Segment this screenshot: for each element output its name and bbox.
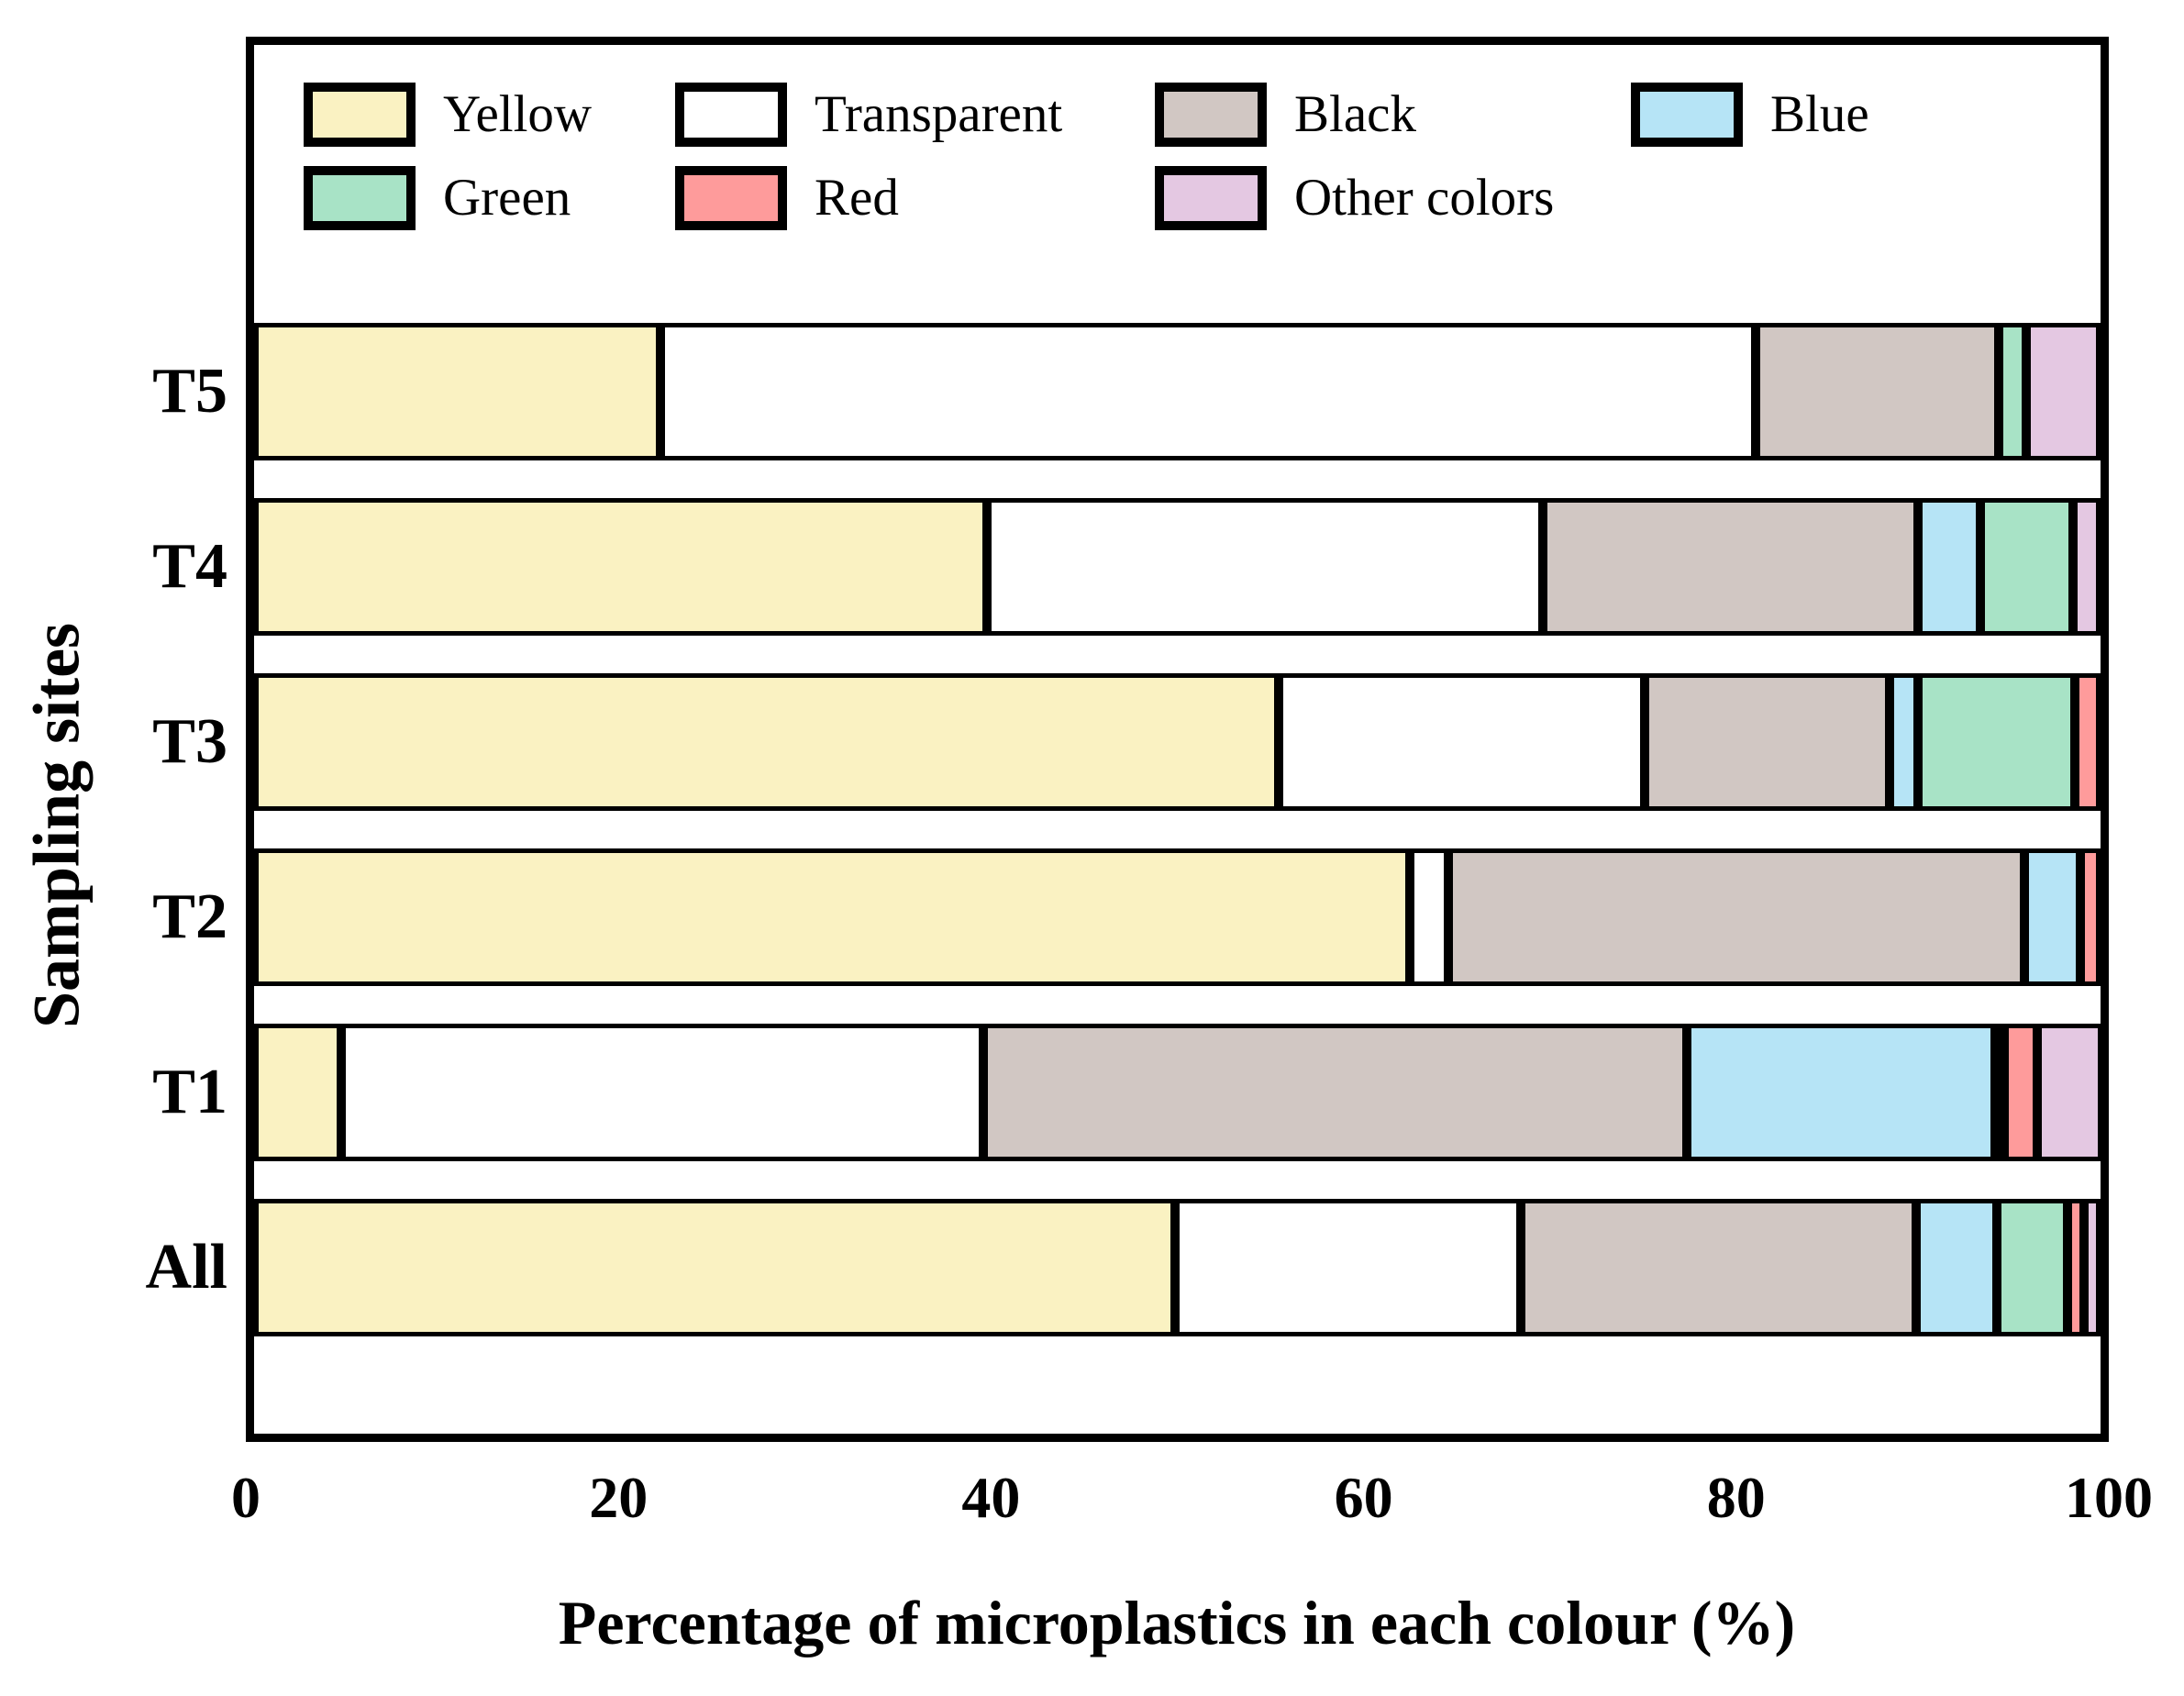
x-tick-0: 0 <box>231 1465 261 1530</box>
x-tick-40: 40 <box>961 1465 1021 1530</box>
bar-segment-t5-transparent <box>660 323 1756 460</box>
bar-segment-t3-green <box>1917 673 2075 811</box>
bar-segment-all-yellow <box>254 1199 1176 1336</box>
bar-segment-t3-blue <box>1890 673 1918 811</box>
bar-segment-t4-yellow <box>254 498 988 636</box>
y-label-t3: T3 <box>152 706 227 777</box>
bar-segment-t2-yellow <box>254 848 1411 986</box>
legend-item-green: Green <box>304 166 571 230</box>
legend-swatch-blue <box>1631 83 1743 147</box>
legend-item-transparent: Transparent <box>675 83 1062 147</box>
bar-segment-all-red <box>2067 1199 2084 1336</box>
legend-item-yellow: Yellow <box>304 83 592 147</box>
bar-segment-t1-transparent <box>340 1024 984 1161</box>
bar-segment-t1-other-colors <box>2037 1024 2102 1161</box>
bar-segment-t3-black <box>1644 673 1890 811</box>
bar-segment-all-green <box>1997 1199 2068 1336</box>
bar-segment-t5-yellow <box>254 323 660 460</box>
legend-swatch-red <box>675 166 787 230</box>
y-label-t1: T1 <box>152 1057 227 1127</box>
bar-row-t5 <box>254 323 2101 460</box>
x-axis-title: Percentage of microplastics in each colo… <box>558 1588 1796 1657</box>
bar-segment-t2-blue <box>2024 848 2080 986</box>
bar-row-all <box>254 1199 2101 1336</box>
legend-label: Yellow <box>443 85 593 143</box>
legend-swatch-black <box>1155 83 1267 147</box>
legend-swatch-green <box>304 166 416 230</box>
legend-item-blue: Blue <box>1631 83 1869 147</box>
bar-segment-t4-other-colors <box>2072 498 2101 636</box>
legend-label: Red <box>815 169 899 227</box>
bar-segment-t4-black <box>1543 498 1918 636</box>
bar-segment-t3-transparent <box>1279 673 1645 811</box>
bar-row-t3 <box>254 673 2101 811</box>
y-label-t4: T4 <box>152 531 227 602</box>
bar-segment-t5-other-colors <box>2026 323 2101 460</box>
bar-segment-all-black <box>1520 1199 1916 1336</box>
bar-segment-t2-red <box>2079 848 2101 986</box>
bar-segment-t2-black <box>1448 848 2025 986</box>
bar-segment-t1-blue <box>1687 1024 1996 1161</box>
bar-segment-t5-black <box>1755 323 2000 460</box>
bar-row-t2 <box>254 848 2101 986</box>
x-tick-100: 100 <box>2065 1465 2153 1530</box>
x-tick-80: 80 <box>1706 1465 1766 1530</box>
bar-segment-all-blue <box>1915 1199 1998 1336</box>
legend-item-other-colors: Other colors <box>1155 166 1554 230</box>
x-tick-60: 60 <box>1334 1465 1393 1530</box>
bar-row-t1 <box>254 1024 2102 1161</box>
bar-segment-t1-red <box>2004 1024 2038 1161</box>
bar-segment-t3-red <box>2074 673 2101 811</box>
bar-segment-t1-green <box>1995 1024 2005 1161</box>
legend-swatch-other-colors <box>1155 166 1267 230</box>
y-label-t2: T2 <box>152 881 227 952</box>
legend-item-black: Black <box>1155 83 1416 147</box>
bar-segment-all-transparent <box>1175 1199 1521 1336</box>
legend-label: Black <box>1294 85 1416 143</box>
bar-segment-t4-green <box>1980 498 2073 636</box>
y-axis-title: Sampling sites <box>19 622 94 1029</box>
y-label-t5: T5 <box>152 356 227 427</box>
legend-label: Green <box>443 169 571 227</box>
bar-segment-t3-yellow <box>254 673 1280 811</box>
y-label-all: All <box>145 1232 227 1302</box>
bar-segment-t4-transparent <box>987 498 1544 636</box>
legend-swatch-yellow <box>304 83 416 147</box>
bar-segment-t2-transparent <box>1410 848 1449 986</box>
plot-area: Yellow Transparent Black Blue Green Red Other … <box>246 37 2109 1442</box>
legend-label: Blue <box>1770 85 1869 143</box>
legend-item-red: Red <box>675 166 899 230</box>
x-tick-20: 20 <box>589 1465 649 1530</box>
bar-segment-t4-blue <box>1917 498 1981 636</box>
legend-swatch-transparent <box>675 83 787 147</box>
legend-label: Transparent <box>815 85 1063 143</box>
legend-label: Other colors <box>1294 169 1555 227</box>
bar-segment-t1-yellow <box>254 1024 341 1161</box>
bar-segment-t5-green <box>1999 323 2027 460</box>
bar-row-t4 <box>254 498 2101 636</box>
bar-segment-t1-black <box>983 1024 1688 1161</box>
bar-segment-all-other-colors <box>2083 1199 2101 1336</box>
